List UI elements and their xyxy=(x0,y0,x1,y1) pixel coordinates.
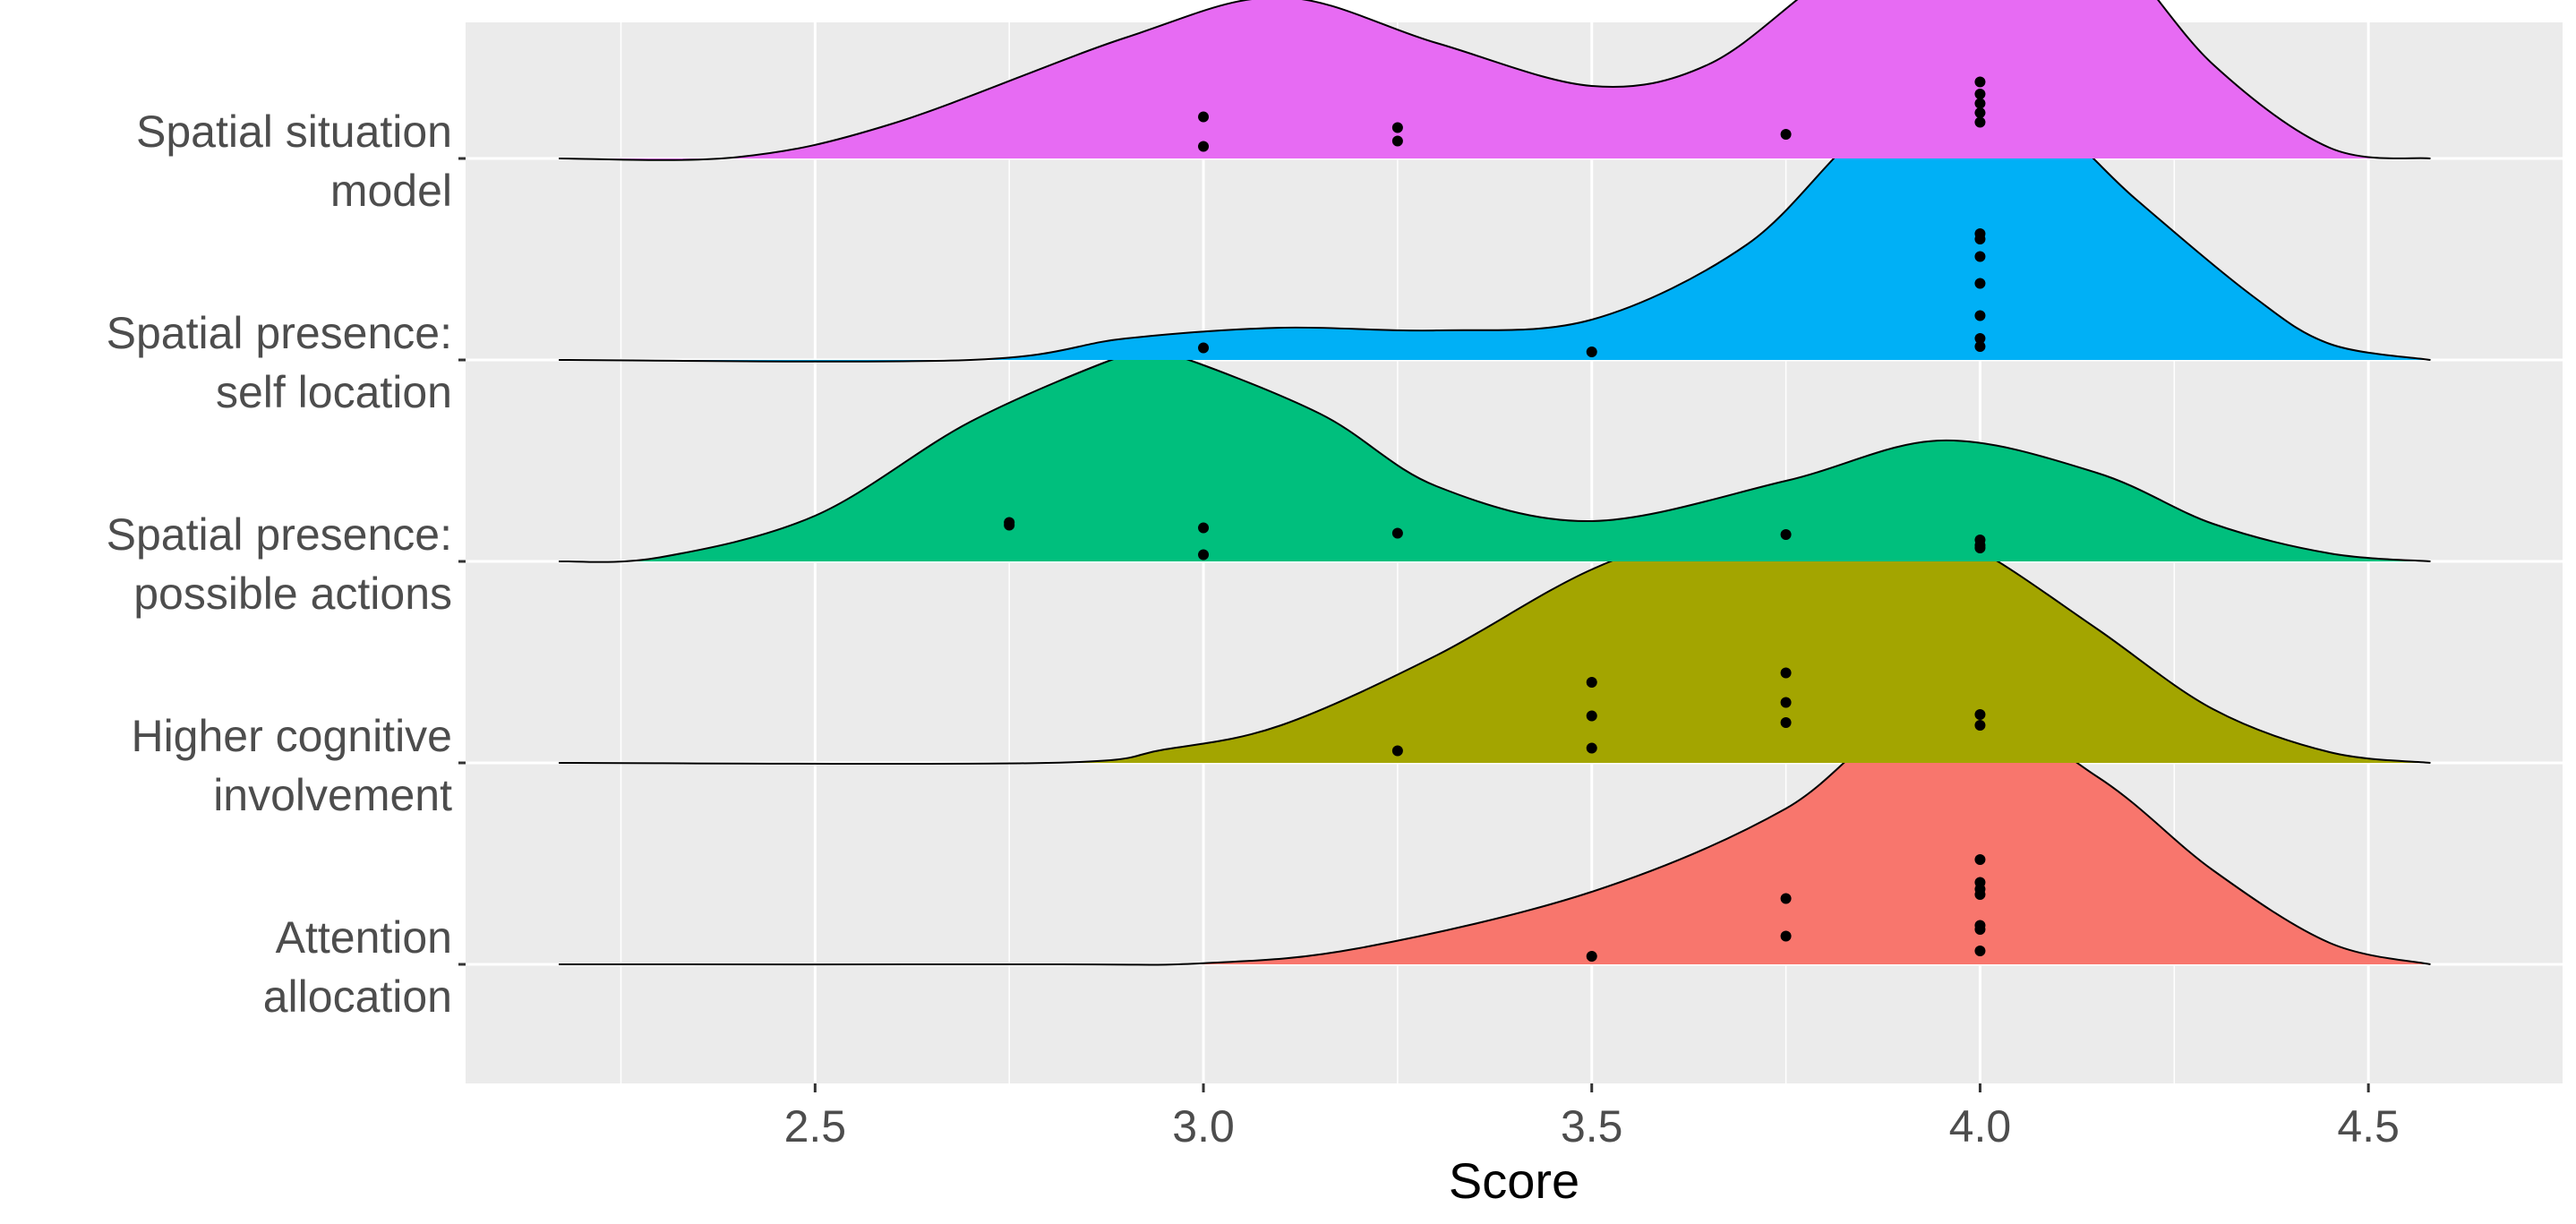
data-point xyxy=(1391,745,1403,757)
data-point xyxy=(1974,709,1986,720)
y-tick-label: Attention xyxy=(276,912,452,963)
y-tick-label: Higher cognitive xyxy=(131,711,452,761)
data-point xyxy=(1974,946,1986,956)
data-point xyxy=(1780,697,1792,708)
data-point xyxy=(1780,893,1792,904)
y-tick-label: Spatial presence: xyxy=(107,308,452,358)
data-point xyxy=(1780,667,1792,679)
data-point xyxy=(1974,89,1986,99)
data-point xyxy=(1974,310,1986,321)
data-point xyxy=(1974,333,1986,344)
x-tick-label: 3.0 xyxy=(1172,1101,1235,1151)
data-point xyxy=(1974,116,1986,128)
data-point xyxy=(1974,98,1986,109)
data-point xyxy=(1974,278,1986,289)
data-point xyxy=(1974,228,1986,239)
x-axis-title: Score xyxy=(1449,1152,1579,1209)
data-point xyxy=(1974,251,1986,262)
x-tick-label: 2.5 xyxy=(784,1101,847,1151)
x-axis-labels: 2.5 3.0 3.5 4.0 4.5 xyxy=(784,1101,2400,1151)
data-point xyxy=(1004,517,1015,528)
density-area xyxy=(559,90,2431,362)
density-area xyxy=(559,345,2431,562)
data-point xyxy=(1974,877,1986,888)
ridges xyxy=(559,0,2431,966)
data-point xyxy=(1974,341,1986,352)
data-point xyxy=(1780,129,1792,140)
data-point xyxy=(1974,76,1986,88)
data-point xyxy=(1974,854,1986,865)
data-point xyxy=(1198,141,1210,152)
density-outline xyxy=(559,344,2431,563)
data-point xyxy=(1586,677,1597,688)
data-point xyxy=(1198,522,1210,534)
x-tick-label: 4.0 xyxy=(1949,1101,2012,1151)
density-outline xyxy=(559,0,2431,161)
y-tick-label: involvement xyxy=(213,770,452,820)
y-tick-label: Spatial situation xyxy=(136,107,452,157)
data-point xyxy=(1198,111,1210,123)
y-tick-label: possible actions xyxy=(133,569,452,619)
y-axis-labels: Attention allocation Higher cognitive invol… xyxy=(107,107,452,1022)
data-point xyxy=(1974,107,1986,118)
ridge-spatial-situation-model xyxy=(559,0,2431,161)
data-point xyxy=(1974,720,1986,731)
density-outline xyxy=(559,90,2431,363)
x-tick-label: 3.5 xyxy=(1561,1101,1623,1151)
ridge-spatial-presence-self-location xyxy=(559,90,2431,363)
data-point xyxy=(1974,920,1986,931)
data-point xyxy=(1780,717,1792,728)
y-tick-label: Spatial presence: xyxy=(107,509,452,560)
axis-ticks xyxy=(458,157,2370,1092)
x-tick-label: 4.5 xyxy=(2337,1101,2400,1151)
data-point xyxy=(1198,549,1210,561)
density-area xyxy=(559,0,2431,160)
data-point xyxy=(1391,135,1403,147)
data-point xyxy=(1974,535,1986,545)
density-outline xyxy=(559,694,2431,966)
data-point xyxy=(1586,710,1597,722)
data-point xyxy=(1586,347,1597,357)
data-point xyxy=(1198,342,1210,354)
data-point xyxy=(1391,122,1403,133)
data-point xyxy=(1391,527,1403,539)
data-point xyxy=(1780,529,1792,540)
data-point xyxy=(1780,930,1792,942)
y-tick-label: allocation xyxy=(263,971,452,1022)
data-point xyxy=(1586,742,1597,754)
y-tick-label: self location xyxy=(216,367,452,417)
y-tick-label: model xyxy=(330,166,452,216)
data-point xyxy=(1586,951,1597,962)
ridge-spatial-presence-possible-actions xyxy=(559,344,2431,563)
